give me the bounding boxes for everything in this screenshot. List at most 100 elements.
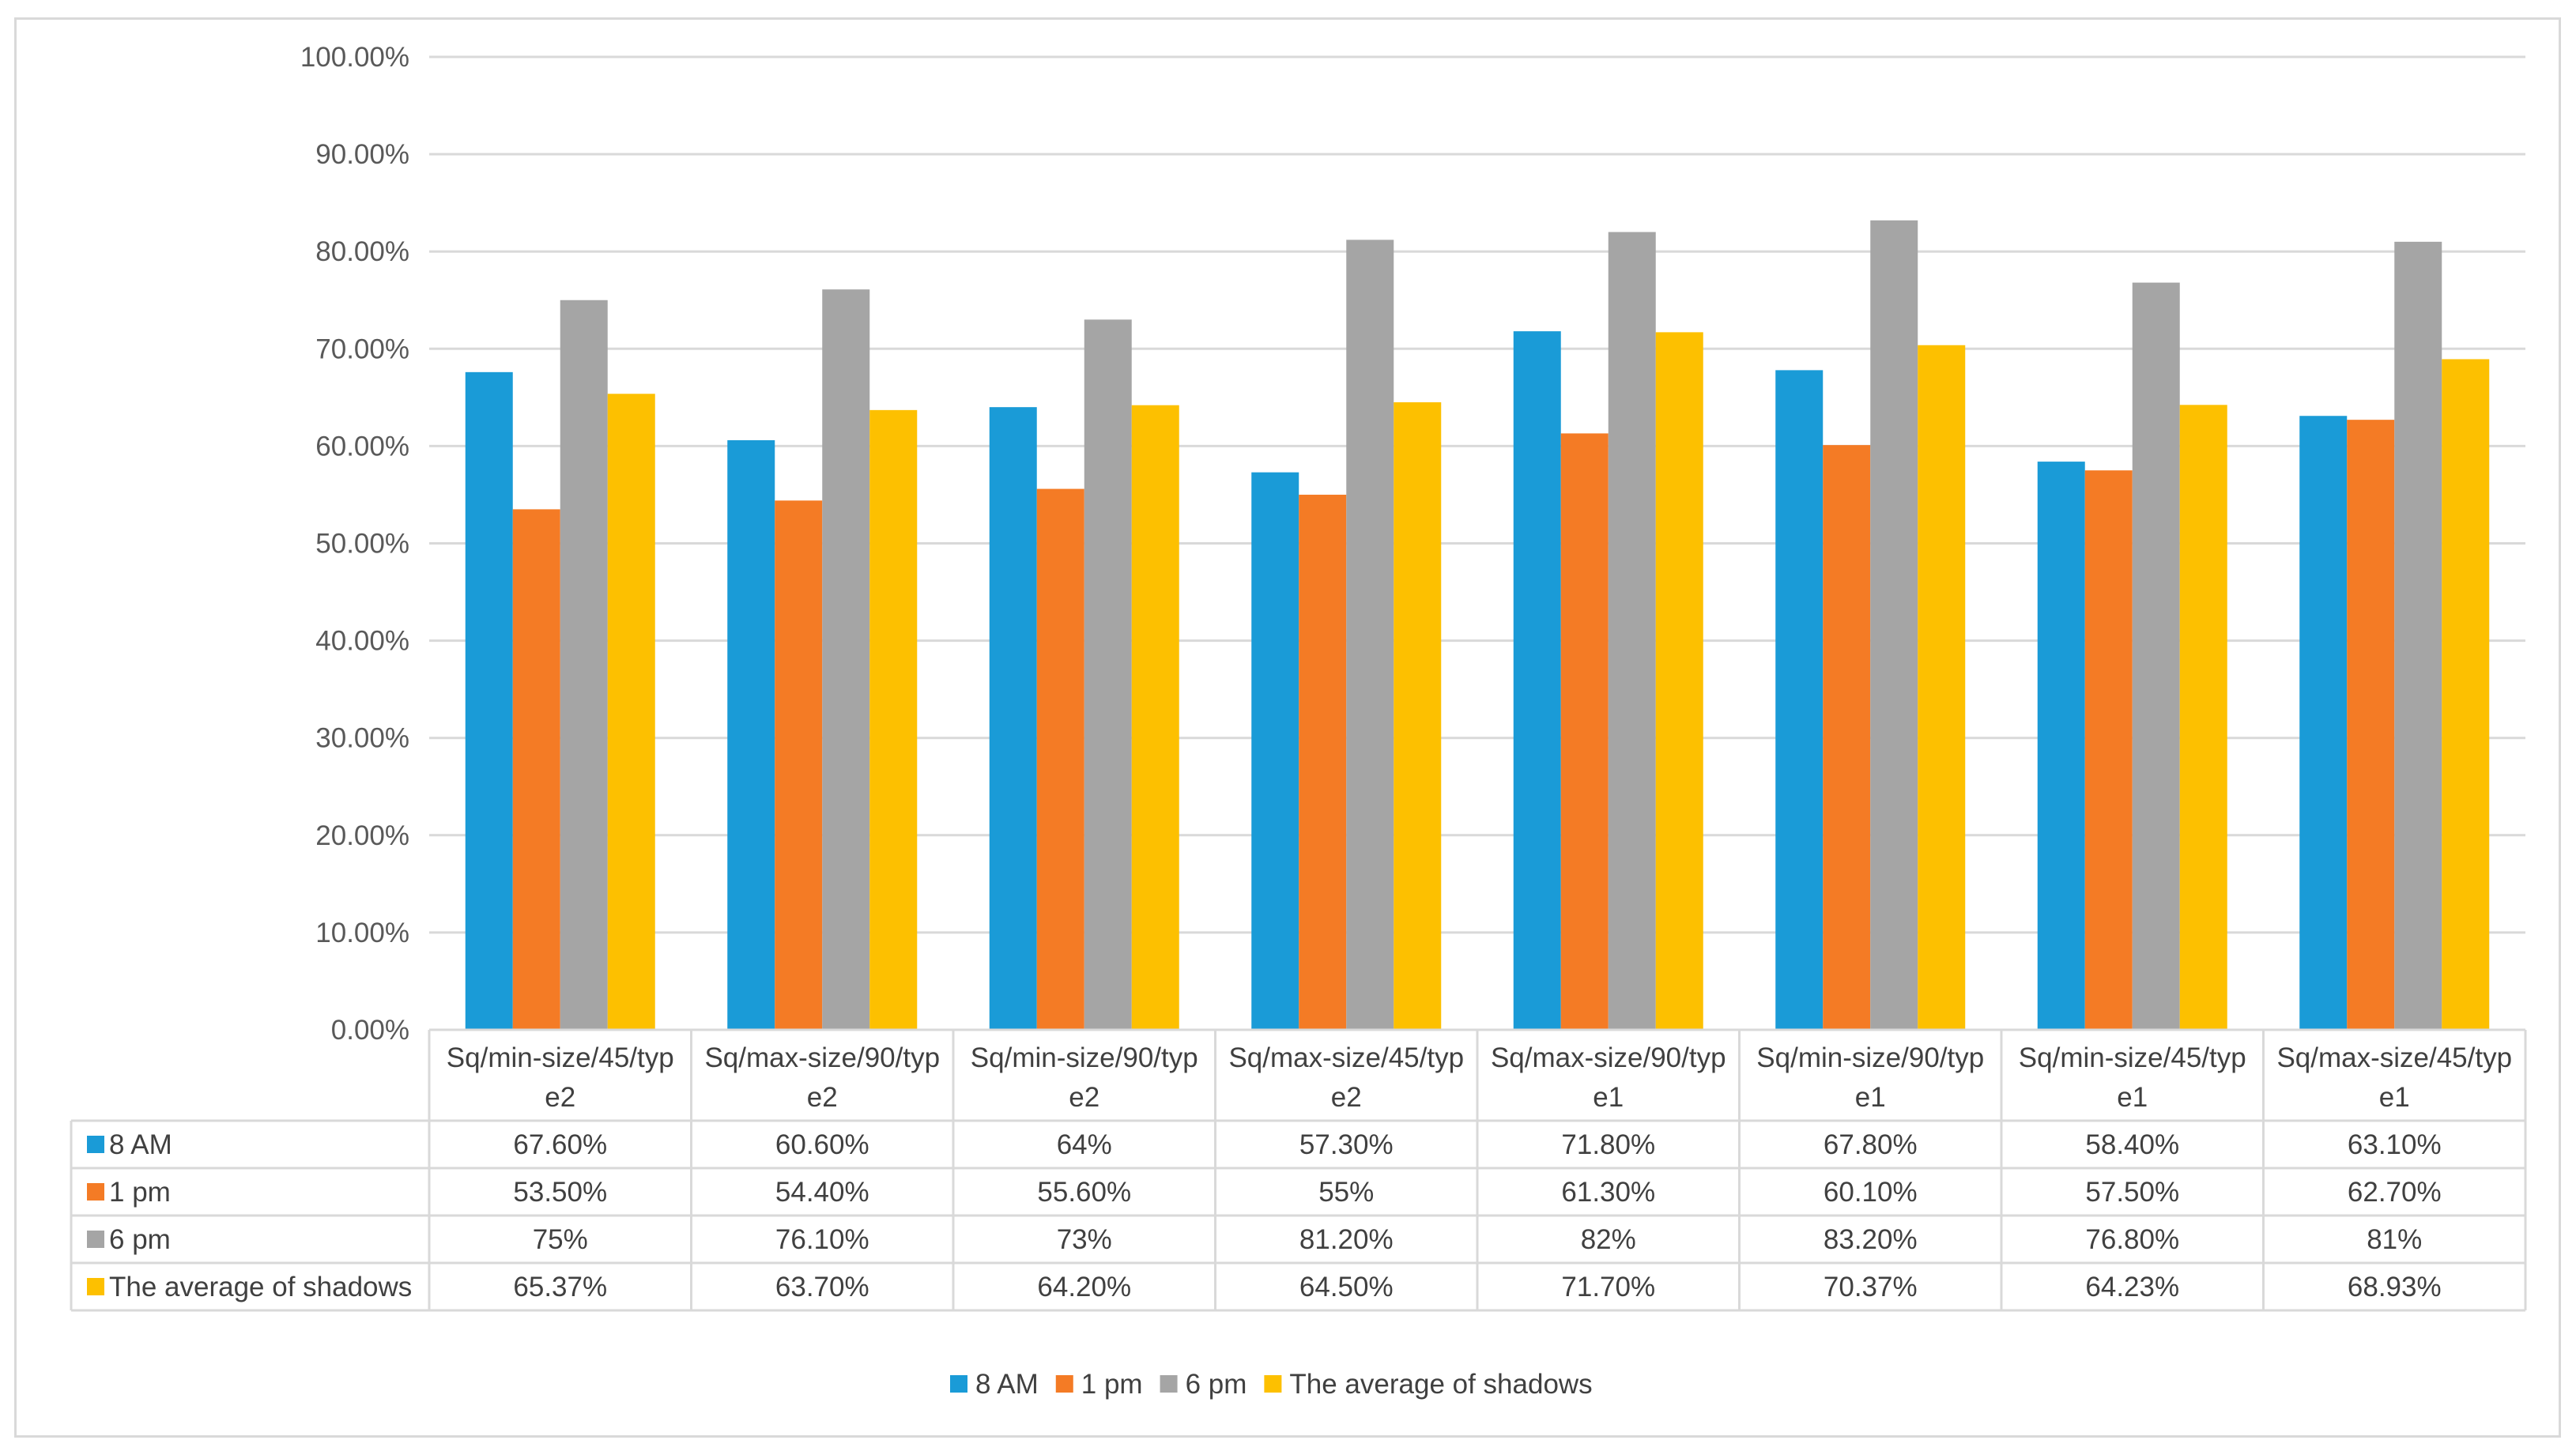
data-label: 53.50% [513,1177,607,1208]
row-label: The average of shadows [109,1272,412,1302]
category-label: Sq/max-size/90/typ [1491,1042,1726,1073]
data-label: 64.20% [1037,1272,1131,1302]
bar [1560,433,1609,1030]
data-label: 60.10% [1824,1177,1918,1208]
category-label: e1 [2117,1082,2148,1113]
data-label: 71.70% [1561,1272,1655,1302]
row-label: 8 AM [109,1129,172,1160]
data-label: 63.70% [775,1272,869,1302]
category-label: Sq/min-size/90/typ [1756,1042,1984,1073]
y-tick-label: 0.00% [331,1015,409,1046]
row-label: 1 pm [109,1177,171,1208]
y-tick-label: 40.00% [315,626,409,657]
data-label: 62.70% [2348,1177,2442,1208]
y-tick-label: 20.00% [315,820,409,851]
bar [1251,472,1299,1030]
data-label: 64% [1057,1129,1112,1160]
bar [465,371,513,1030]
category-label: Sq/max-size/45/typ [2276,1042,2512,1073]
bar [869,409,918,1030]
legend-label: 1 pm [1081,1369,1143,1400]
legend-swatch [1264,1375,1282,1393]
data-label: 81% [2367,1224,2422,1255]
chart-frame [14,17,2561,1438]
bar [727,440,775,1030]
bar [1918,345,1966,1030]
legend-key-swatch [87,1231,104,1248]
bar [2179,405,2227,1030]
data-label: 57.50% [2085,1177,2179,1208]
data-label: 58.40% [2085,1129,2179,1160]
legend-key-swatch [87,1278,104,1295]
category-label: e2 [1331,1082,1362,1113]
category-label: e1 [2379,1082,2410,1113]
data-label: 57.30% [1299,1129,1394,1160]
data-label: 76.10% [775,1224,869,1255]
category-label: e2 [1069,1082,1099,1113]
bar [1513,331,1561,1031]
bar [2132,282,2180,1030]
data-label: 75% [533,1224,588,1255]
data-label: 65.37% [513,1272,607,1302]
legend-swatch [1160,1375,1178,1393]
y-tick-label: 60.00% [315,431,409,462]
bar [1299,494,1347,1030]
data-label: 60.60% [775,1129,869,1160]
category-label: e2 [807,1082,838,1113]
category-label: e2 [545,1082,575,1113]
category-label: Sq/max-size/90/typ [704,1042,940,1073]
y-tick-label: 50.00% [315,529,409,560]
bar [1036,488,1084,1030]
bar [1775,370,1824,1031]
bar [1823,445,1871,1030]
bar [1084,319,1132,1030]
data-label: 70.37% [1824,1272,1918,1302]
bar [1870,220,1918,1031]
category-label: Sq/min-size/45/typ [447,1042,674,1073]
data-label: 73% [1057,1224,1112,1255]
bar [607,394,655,1030]
y-tick-label: 70.00% [315,334,409,364]
bar [2347,420,2395,1030]
category-label: e1 [1593,1082,1624,1113]
y-tick-label: 100.00% [300,42,409,73]
data-label: 82% [1581,1224,1636,1255]
data-label: 64.50% [1299,1272,1394,1302]
bar [2037,462,2085,1030]
data-label: 55.60% [1037,1177,1131,1208]
y-tick-label: 90.00% [315,139,409,170]
bar [560,300,608,1030]
category-label: Sq/max-size/45/typ [1228,1042,1464,1073]
data-label: 67.80% [1824,1129,1918,1160]
data-label: 83.20% [1824,1224,1918,1255]
bar [775,500,823,1030]
bar [822,289,870,1031]
category-label: e1 [1855,1082,1886,1113]
data-label: 71.80% [1561,1129,1655,1160]
category-label: Sq/min-size/90/typ [971,1042,1198,1073]
data-label: 61.30% [1561,1177,1655,1208]
data-label: 64.23% [2085,1272,2179,1302]
bar [989,407,1037,1030]
bar [2442,359,2490,1031]
data-label: 81.20% [1299,1224,1394,1255]
data-label: 68.93% [2348,1272,2442,1302]
legend-label: The average of shadows [1289,1369,1592,1400]
bar [512,509,560,1030]
legend-key-swatch [87,1183,104,1201]
data-label: 55% [1318,1177,1374,1208]
legend-key-swatch [87,1136,104,1153]
y-tick-label: 10.00% [315,918,409,948]
data-label: 63.10% [2348,1129,2442,1160]
data-label: 76.80% [2085,1224,2179,1255]
bar [2084,470,2133,1030]
legend-swatch [950,1375,967,1393]
y-tick-label: 80.00% [315,236,409,267]
category-label: Sq/min-size/45/typ [2019,1042,2246,1073]
bar [1131,405,1179,1030]
y-tick-label: 30.00% [315,723,409,754]
bar [2299,416,2348,1030]
bar [1394,402,1442,1030]
bar [1608,232,1656,1031]
